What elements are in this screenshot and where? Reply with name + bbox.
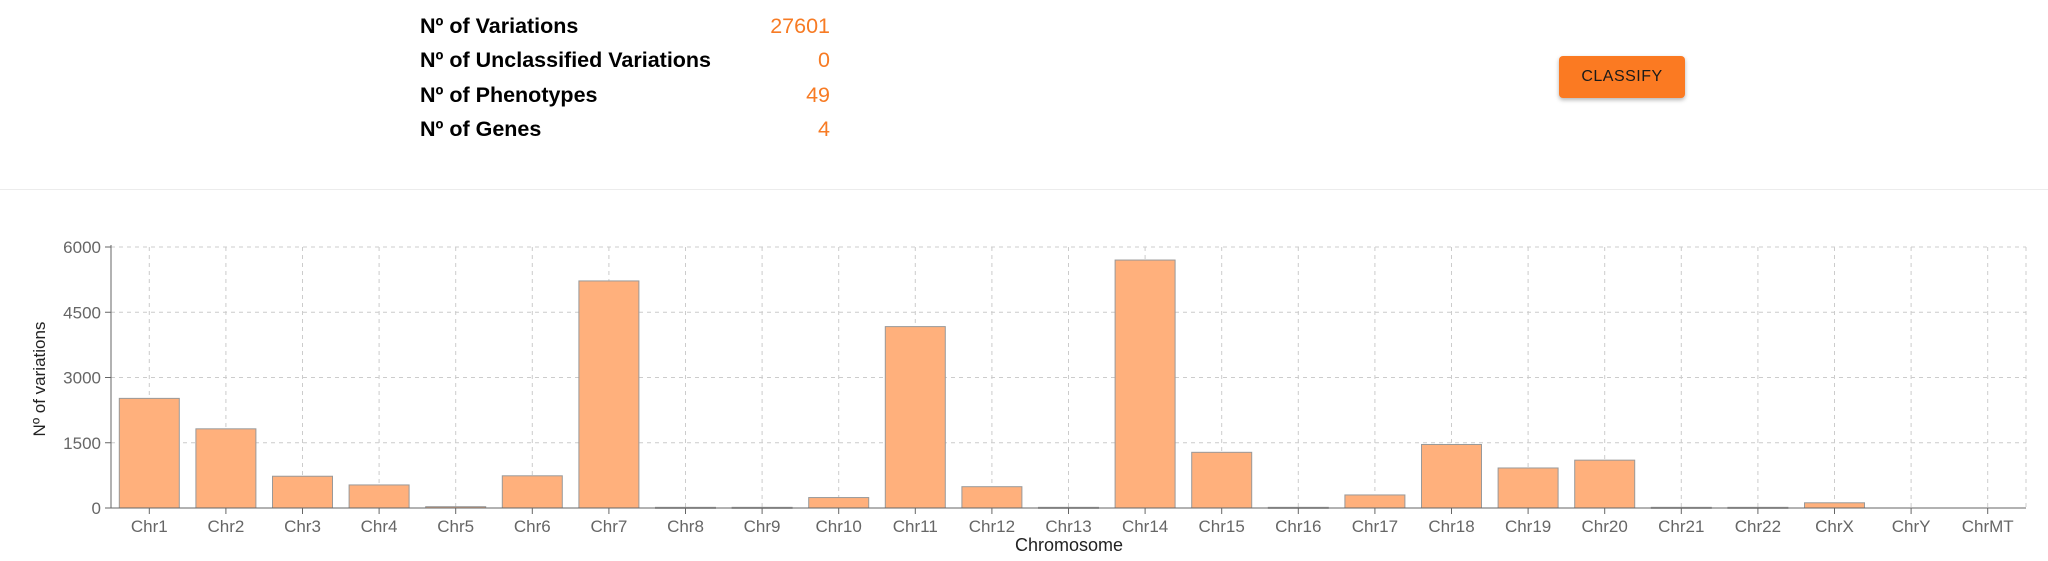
- x-tick-label: Chr11: [893, 517, 938, 536]
- bar-chr6[interactable]: [501, 475, 563, 509]
- stats-panel: Nº of Variations 27601 Nº of Unclassifie…: [420, 9, 830, 147]
- x-tick-label: Chr17: [1352, 517, 1398, 536]
- y-tick-label: 0: [92, 499, 101, 518]
- bars: [118, 259, 1865, 509]
- x-tick-label: Chr7: [590, 517, 627, 536]
- x-tick-label: Chr22: [1735, 517, 1781, 536]
- stat-variations: Nº of Variations 27601: [420, 9, 830, 44]
- stat-label: Nº of Unclassified Variations: [420, 48, 712, 73]
- grid: [111, 246, 2027, 508]
- x-tick-label: Chr16: [1275, 517, 1321, 536]
- y-tick-label: 1500: [63, 434, 101, 453]
- bar-chr15[interactable]: [1191, 451, 1253, 509]
- x-tick-label: Chr19: [1505, 517, 1551, 536]
- bar-chr14[interactable]: [1114, 259, 1176, 509]
- x-tick-label: Chr20: [1582, 517, 1628, 536]
- variations-by-chromosome-chart: 0 1500 3000 4500 6000 Chr1 Chr2 Chr3 Chr4 Chr5 Chr…: [30, 238, 2027, 555]
- stat-value: 0: [818, 48, 830, 73]
- bar-chr19[interactable]: [1497, 467, 1559, 509]
- bar-chr18[interactable]: [1421, 443, 1482, 509]
- x-tick-label: Chr6: [514, 517, 551, 536]
- stat-genes: Nº of Genes 4: [420, 113, 830, 148]
- bar-chr11[interactable]: [884, 326, 946, 509]
- bar-chr7[interactable]: [578, 280, 640, 509]
- y-tick-label: 6000: [63, 238, 101, 257]
- bar-chr10[interactable]: [808, 497, 870, 509]
- x-tick-label: ChrMT: [1962, 517, 2014, 536]
- stat-unclassified-variations: Nº of Unclassified Variations 0: [420, 44, 830, 79]
- bar-chr1[interactable]: [118, 397, 180, 509]
- x-tick-label: Chr15: [1199, 517, 1245, 536]
- x-tick-label: Chr13: [1045, 517, 1091, 536]
- section-divider: [0, 189, 2048, 190]
- stat-value: 4: [818, 117, 830, 142]
- stat-label: Nº of Phenotypes: [420, 82, 598, 107]
- x-tick-label: Chr18: [1428, 517, 1474, 536]
- x-tick-label: Chr2: [207, 517, 244, 536]
- y-tick-label: 4500: [63, 303, 101, 322]
- x-tick-label: Chr4: [361, 517, 398, 536]
- x-tick-label: Chr10: [816, 517, 862, 536]
- x-tick-label: Chr9: [744, 517, 781, 536]
- x-tick-label: Chr12: [969, 517, 1015, 536]
- bar-chr17[interactable]: [1344, 494, 1406, 509]
- x-tick-label: Chr21: [1658, 517, 1704, 536]
- classify-button[interactable]: CLASSIFY: [1559, 56, 1685, 98]
- stat-value: 27601: [770, 13, 830, 38]
- stat-value: 49: [806, 82, 830, 107]
- stat-phenotypes: Nº of Phenotypes 49: [420, 78, 830, 113]
- stat-label: Nº of Variations: [420, 13, 579, 38]
- bar-chr20[interactable]: [1574, 459, 1636, 509]
- y-tick-label: 3000: [63, 369, 101, 388]
- x-tick-label: Chr5: [437, 517, 474, 536]
- bar-chr2[interactable]: [195, 428, 257, 509]
- axes: 0 1500 3000 4500 6000 Chr1 Chr2 Chr3 Chr4 Chr5 Chr…: [63, 238, 2026, 536]
- x-tick-label: ChrY: [1892, 517, 1931, 536]
- x-tick-label: Chr3: [284, 517, 321, 536]
- x-axis-title: Chromosome: [1015, 535, 1123, 555]
- x-tick-label: Chr8: [667, 517, 704, 536]
- bar-chr4[interactable]: [348, 484, 410, 509]
- y-axis-title: Nº of variations: [30, 322, 49, 437]
- bar-chrx[interactable]: [1804, 502, 1865, 509]
- x-tick-label: Chr1: [131, 517, 168, 536]
- x-tick-label: ChrX: [1815, 517, 1854, 536]
- bar-chr12[interactable]: [961, 486, 1023, 509]
- bar-chr3[interactable]: [272, 475, 333, 509]
- stat-label: Nº of Genes: [420, 117, 542, 142]
- x-tick-label: Chr14: [1122, 517, 1168, 536]
